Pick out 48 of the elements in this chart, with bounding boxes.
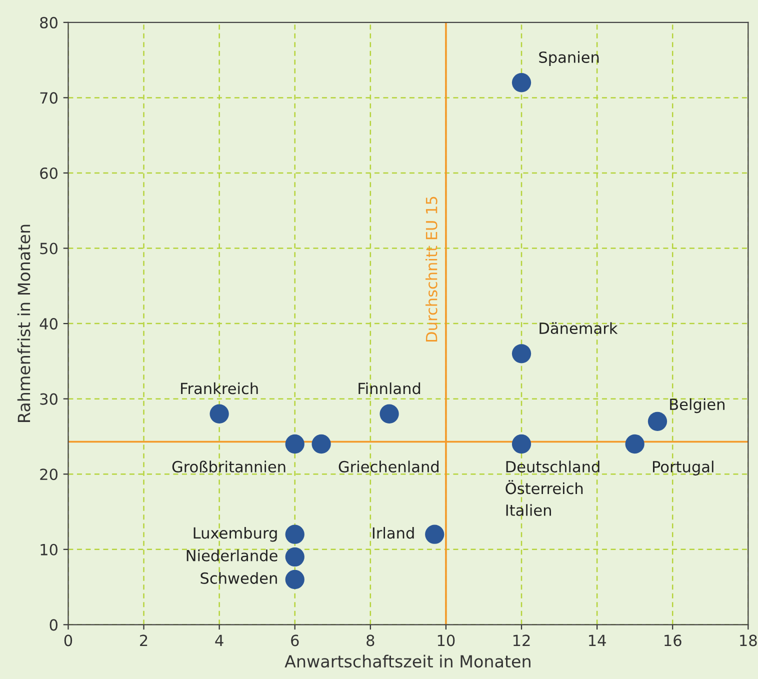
y-axis-title: Rahmenfrist in Monaten [17,224,30,422]
annotation: Luxemburg [194,526,277,542]
point [312,434,331,454]
point [285,524,304,544]
x-tick-label: 12 [513,634,530,646]
x-tick-label: 16 [664,634,682,646]
annotation: Dänemark [540,322,618,334]
annotation: Frankreich [181,382,258,394]
point [285,547,304,566]
x-tick-label: 6 [291,634,299,646]
y-tick-label: 80 [40,16,58,28]
point [625,434,644,454]
point [648,412,668,431]
y-tick-label: 0 [50,619,58,631]
x-tick-label: 14 [589,634,606,646]
ref-line-label: Durchschnitt EU 15 [426,196,438,342]
annotation: Schweden [200,572,277,584]
annotation: Deutschland Österreich Italien [506,460,600,516]
annotation: Belgien [670,398,724,414]
x-tick-label: 2 [140,634,148,646]
x-axis-title: Anwartschaftszeit in Monaten [284,654,530,668]
annotation: Spanien [539,51,599,66]
point [210,404,229,424]
y-tick-label: 30 [40,393,58,405]
y-tick-label: 20 [40,468,58,480]
annotation: Großbritannien [172,460,286,472]
x-tick-label: 18 [740,634,757,646]
point [512,73,532,92]
annotation: Griechenland [338,460,438,472]
y-tick-label: 60 [40,167,58,179]
y-tick-label: 70 [40,92,58,104]
x-tick-label: 4 [215,634,224,646]
point [425,524,444,544]
annotation: Irland [372,526,414,539]
point [285,434,304,454]
point [285,570,304,590]
annotation: Niederlande [186,550,278,562]
y-tick-label: 40 [40,318,58,330]
x-tick-label: 10 [438,634,455,646]
x-tick-label: 0 [64,634,72,646]
point [512,434,532,454]
annotation: Finnland [358,382,420,394]
point [380,404,399,424]
y-tick-label: 10 [40,544,58,556]
y-tick-label: 50 [40,242,58,254]
point [512,344,532,364]
annotation: Portugal [652,460,714,476]
x-tick-label: 8 [366,634,374,646]
